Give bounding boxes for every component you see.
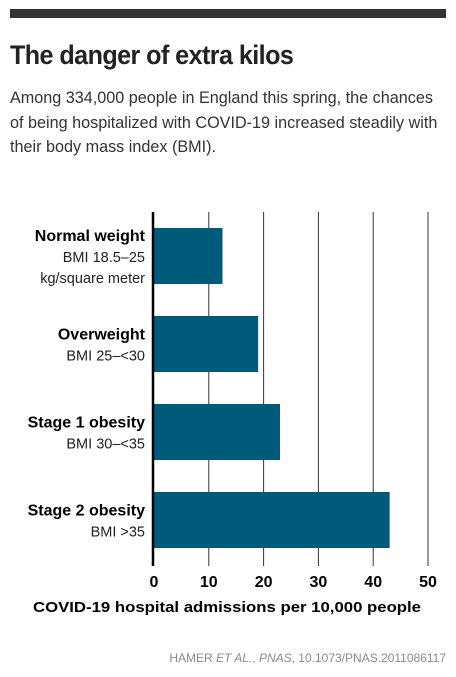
- x-tick-label: 10: [200, 574, 218, 591]
- x-tick-label: 30: [310, 574, 328, 591]
- x-axis-label: COVID-19 hospital admissions per 10,000 …: [33, 599, 421, 616]
- source-credit: HAMER ET AL., PNAS, 10.1073/PNAS.2011086…: [169, 650, 446, 666]
- bar: [154, 228, 223, 284]
- category-name-label: Overweight: [58, 327, 146, 344]
- bar: [154, 492, 390, 548]
- chart-subtitle: Among 334,000 people in England this spr…: [10, 89, 438, 156]
- x-tick-label: 20: [255, 574, 273, 591]
- category-detail-label: BMI 30–<35: [66, 437, 145, 453]
- bar-chart: Normal weight BMI 18.5–25 kg/square meter O…: [28, 212, 437, 616]
- category-labels: Normal weight BMI 18.5–25 kg/square meter O…: [28, 228, 146, 541]
- category-name-label: Stage 1 obesity: [28, 415, 145, 432]
- chart-title: The danger of extra kilos: [10, 40, 294, 70]
- category-detail-label: BMI 25–<30: [66, 349, 145, 365]
- tick-labels: 0 10 20 30 40 50: [150, 574, 437, 591]
- x-tick-label: 50: [419, 574, 437, 591]
- category-name-label: Stage 2 obesity: [28, 503, 145, 520]
- source-et-al: ET AL.: [216, 651, 253, 665]
- bars: [154, 228, 390, 548]
- bar: [154, 316, 259, 372]
- x-tick-label: 0: [150, 574, 159, 591]
- top-rule: [10, 9, 446, 18]
- x-tick-label: 40: [364, 574, 382, 591]
- source-journal: PNAS: [258, 651, 292, 665]
- source-authors: HAMER: [169, 651, 217, 665]
- source-separator: ,: [252, 651, 259, 665]
- category-detail-label: kg/square meter: [40, 271, 145, 287]
- category-detail-label: BMI >35: [91, 525, 145, 541]
- category-detail-label: BMI 18.5–25: [63, 250, 145, 266]
- bar: [154, 404, 281, 460]
- source-doi: , 10.1073/PNAS.2011086117: [291, 651, 446, 665]
- category-name-label: Normal weight: [35, 228, 146, 245]
